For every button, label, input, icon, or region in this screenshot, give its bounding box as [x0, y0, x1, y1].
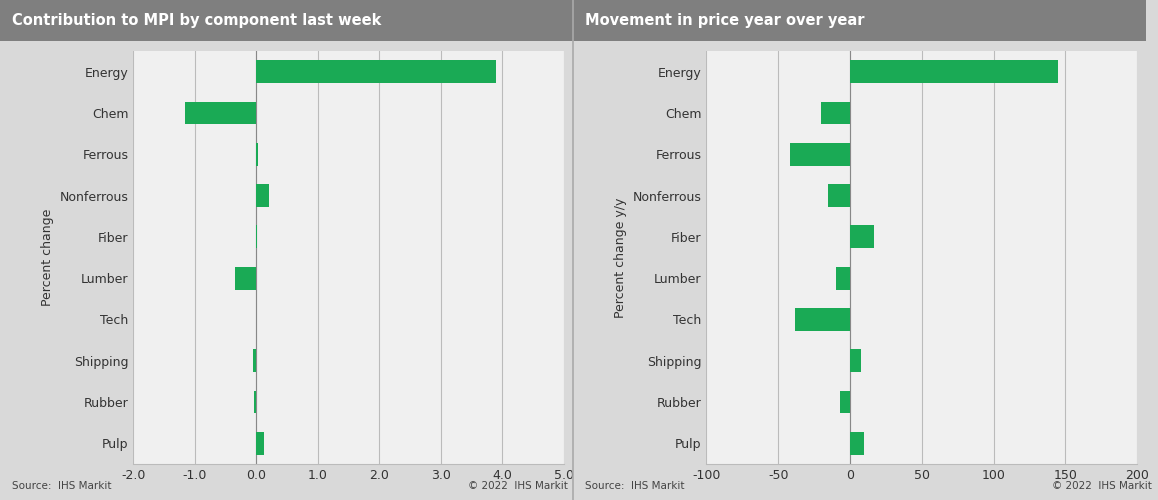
Bar [796, 308, 850, 331]
Bar [256, 60, 497, 83]
Bar [256, 432, 264, 454]
Bar [850, 226, 874, 248]
Bar [840, 390, 850, 413]
Bar [790, 143, 850, 166]
Bar [821, 102, 850, 124]
Bar [836, 267, 850, 289]
Bar [850, 60, 1058, 83]
Bar [256, 143, 258, 166]
Bar [828, 184, 850, 207]
Bar [254, 390, 256, 413]
Y-axis label: Percent change: Percent change [41, 209, 54, 306]
Text: © 2022  IHS Markit: © 2022 IHS Markit [1053, 481, 1152, 491]
Bar [256, 184, 269, 207]
Text: © 2022  IHS Markit: © 2022 IHS Markit [468, 481, 567, 491]
Text: Source:  IHS Markit: Source: IHS Markit [585, 481, 684, 491]
Y-axis label: Percent change y/y: Percent change y/y [614, 198, 628, 318]
Bar [850, 432, 864, 454]
Bar [235, 267, 256, 289]
Bar [254, 350, 256, 372]
Text: Movement in price year over year: Movement in price year over year [585, 13, 864, 28]
Bar [850, 350, 862, 372]
Text: Contribution to MPI by component last week: Contribution to MPI by component last we… [12, 13, 381, 28]
Text: Source:  IHS Markit: Source: IHS Markit [12, 481, 111, 491]
Bar [256, 226, 257, 248]
Bar [185, 102, 256, 124]
